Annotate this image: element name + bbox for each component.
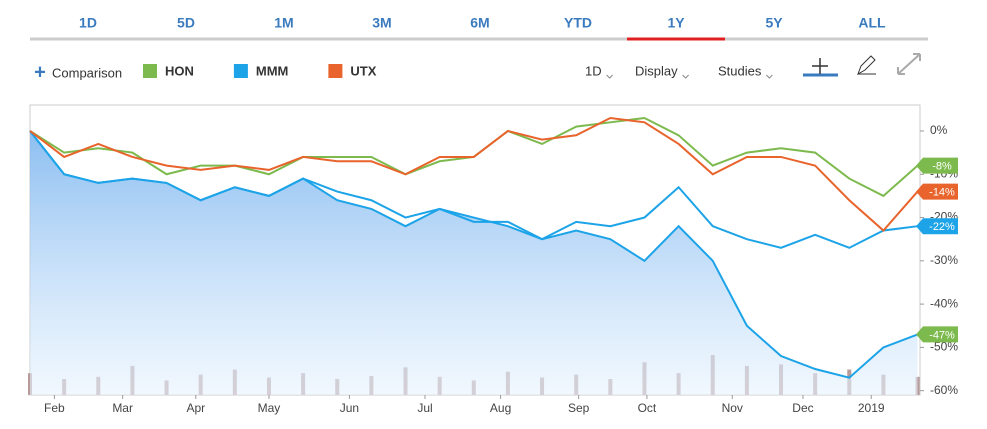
value-label: -8%: [932, 161, 952, 173]
x-tick-label: Nov: [722, 401, 743, 415]
x-tick-label: Jun: [340, 401, 359, 415]
x-tick-label: Aug: [490, 401, 511, 415]
series-line: [29, 116, 919, 232]
x-tick-label: Jul: [417, 401, 432, 415]
x-tick-label: 2019: [858, 401, 885, 415]
value-tag: [916, 183, 958, 200]
period-tab[interactable]: 1D: [79, 15, 97, 31]
value-label: -14%: [929, 186, 955, 198]
y-tick-label: -40%: [930, 296, 958, 310]
period-tab[interactable]: 3M: [372, 15, 391, 31]
period-tab[interactable]: 5D: [177, 15, 195, 31]
period-tab[interactable]: 6M: [470, 15, 489, 31]
area-fill: [30, 130, 918, 395]
series-line: [29, 130, 918, 249]
legend-label: MMM: [256, 63, 289, 78]
x-tick-label: Feb: [44, 401, 65, 415]
period-tab[interactable]: ALL: [858, 15, 886, 31]
period-tab[interactable]: 5Y: [765, 15, 783, 31]
y-tick-label: -50%: [930, 340, 958, 354]
menu-button[interactable]: Display: [635, 63, 678, 78]
value-tag: [916, 157, 958, 174]
period-tab[interactable]: 1M: [274, 15, 293, 31]
y-tick-label: -30%: [930, 253, 958, 267]
crosshair-icon[interactable]: [812, 58, 828, 74]
menu-caret: [766, 74, 773, 79]
legend-swatch: [143, 64, 157, 78]
menu-caret: [606, 74, 613, 79]
legend-label: HON: [165, 63, 194, 78]
legend-label: UTX: [350, 63, 376, 78]
y-tick-label: -60%: [930, 383, 958, 397]
menu-button[interactable]: 1D: [585, 63, 602, 78]
x-tick-label: Mar: [112, 401, 133, 415]
comparison-button[interactable]: Comparison: [52, 65, 122, 80]
x-tick-label: Dec: [792, 401, 813, 415]
value-label: -47%: [929, 329, 955, 341]
period-tab[interactable]: 1Y: [667, 15, 685, 31]
legend-swatch: [328, 64, 343, 78]
value-label: -22%: [929, 221, 955, 233]
legend-swatch: [233, 64, 248, 78]
value-tag: [916, 218, 958, 235]
expand-icon[interactable]: [897, 53, 921, 75]
y-tick-label: 0%: [930, 123, 948, 137]
draw-icon[interactable]: [857, 55, 876, 76]
period-tab[interactable]: YTD: [564, 15, 592, 31]
x-tick-label: Sep: [568, 401, 590, 415]
value-tag: [916, 326, 958, 343]
menu-caret: [682, 74, 689, 79]
menu-button[interactable]: Studies: [718, 63, 762, 78]
x-tick-label: Apr: [186, 401, 205, 415]
x-tick-label: May: [258, 401, 281, 415]
plus-icon[interactable]: +: [34, 61, 46, 83]
x-tick-label: Oct: [638, 401, 657, 415]
